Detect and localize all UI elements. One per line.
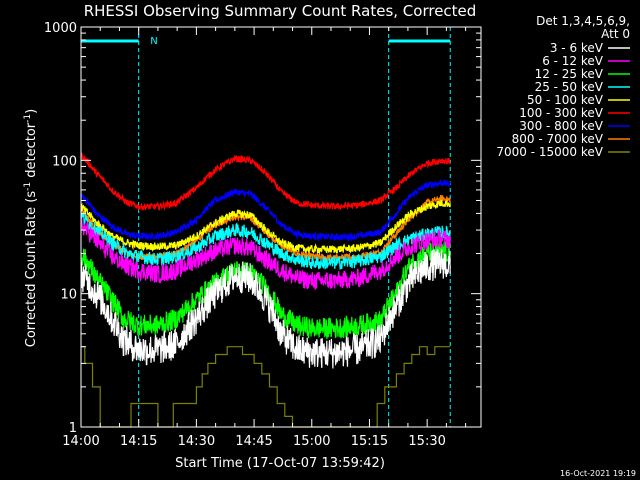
y-axis-label-suffix: ) — [24, 109, 39, 114]
y-axis-label-prefix: Corrected Count Rate (s — [24, 191, 39, 348]
x-axis-label: Start Time (17-Oct-07 13:59:42) — [175, 456, 385, 471]
legend-label: 100 - 300 keV — [519, 106, 603, 120]
legend-title-2: Att 0 — [601, 27, 630, 41]
series-line-25-50kev — [80, 209, 451, 271]
chart-title: RHESSI Observing Summary Count Rates, Co… — [84, 2, 477, 20]
series-line-100-300kev — [80, 152, 451, 211]
legend-label: 300 - 800 keV — [519, 119, 603, 133]
x-tick-label: 15:00 — [293, 434, 330, 449]
series-line-50-100kev — [80, 199, 451, 255]
legend-label: 12 - 25 keV — [535, 67, 604, 81]
series-line-3-6kev — [80, 249, 451, 369]
x-tick-label: 15:30 — [408, 434, 445, 449]
x-tick-label: 14:30 — [178, 434, 215, 449]
series-line-300-800kev — [80, 178, 451, 242]
x-tick-label: 14:15 — [120, 434, 157, 449]
y-axis-label-mid: detector — [24, 122, 39, 182]
y-tick-label: 10 — [60, 288, 77, 303]
legend-label: 800 - 7000 keV — [512, 132, 604, 146]
legend-label: 25 - 50 keV — [535, 80, 604, 94]
legend-label: 3 - 6 keV — [550, 41, 604, 55]
y-tick-label: 100 — [52, 154, 77, 169]
legend-label: 7000 - 15000 keV — [496, 145, 603, 159]
night-label: N — [150, 36, 157, 47]
y-axis-label: Corrected Count Rate (s-1 detector-1) — [23, 109, 39, 347]
series-line-7000-15000kev — [81, 346, 451, 428]
x-tick-label: 14:00 — [62, 434, 99, 449]
x-tick-label: 15:15 — [351, 434, 388, 449]
y-axis-label-sup1: -1 — [23, 182, 33, 191]
plot-frame — [80, 26, 482, 428]
legend-title-1: Det 1,3,4,5,6,9, — [536, 14, 630, 28]
y-axis-label-sup2: -1 — [23, 114, 33, 123]
x-tick-label: 14:45 — [235, 434, 272, 449]
axes: 14:00 14:15 14:30 14:45 15:00 15:15 15:30 1 10 10… — [44, 21, 482, 449]
plot-area: N — [80, 27, 451, 428]
legend-label: 6 - 12 keV — [542, 54, 604, 68]
y-tick-label: 1000 — [44, 21, 77, 36]
series-line-6-12kev — [80, 217, 451, 291]
y-tick-label: 1 — [69, 421, 77, 436]
legend-label: 50 - 100 keV — [527, 93, 604, 107]
generation-timestamp: 16-Oct-2021 19:19 — [560, 469, 636, 478]
